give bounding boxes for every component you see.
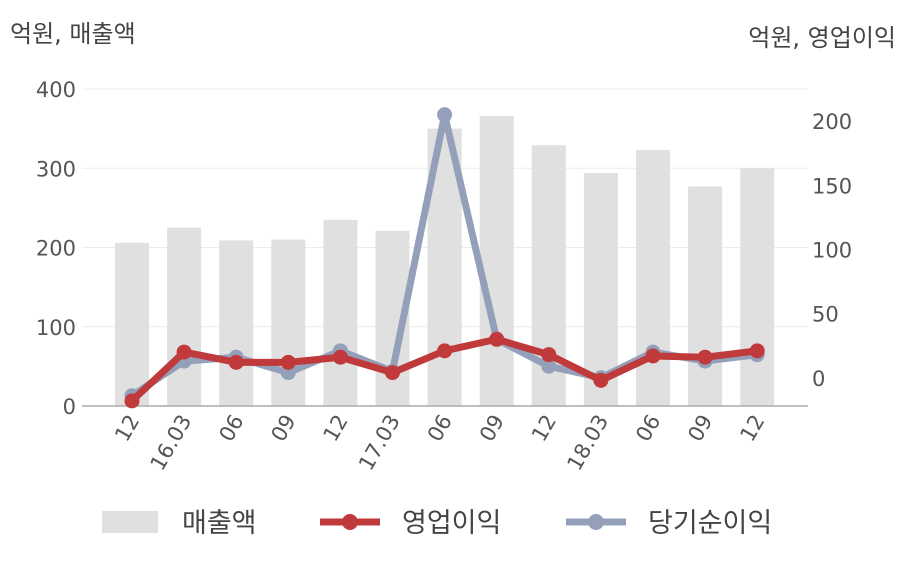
left-tick-label: 300 xyxy=(36,157,76,181)
legend-swatch-point xyxy=(342,514,358,530)
x-axis-ticks: 12 16.03 06 09 12 17.03 06 09 12 18.03 06 09 12 xyxy=(110,411,769,475)
legend-swatch-bar xyxy=(102,511,158,533)
data-point xyxy=(280,354,296,370)
data-point xyxy=(697,349,713,365)
x-tick-label: 06 xyxy=(214,411,248,446)
bar xyxy=(271,239,306,406)
bar-series xyxy=(115,115,775,406)
x-tick-label: 06 xyxy=(423,411,457,446)
bar xyxy=(688,186,723,406)
line-series xyxy=(124,107,765,409)
data-point xyxy=(645,348,661,364)
bar xyxy=(740,168,775,406)
right-axis-unit: 억원, 영업이익 xyxy=(748,24,896,52)
data-point xyxy=(541,358,557,374)
data-point xyxy=(332,349,348,365)
right-tick-label: 100 xyxy=(812,238,852,262)
bar xyxy=(167,227,202,406)
left-tick-label: 400 xyxy=(36,78,76,102)
x-tick-label: 12 xyxy=(319,411,353,446)
right-tick-label: 0 xyxy=(812,367,825,391)
bar xyxy=(323,219,358,406)
data-point xyxy=(176,344,192,360)
x-tick-label: 12 xyxy=(735,411,769,446)
left-axis-unit: 억원, 매출액 xyxy=(10,20,136,48)
x-tick-label: 06 xyxy=(631,411,665,446)
bar xyxy=(636,150,670,406)
data-point xyxy=(228,354,244,370)
right-axis-ticks: 0 50 100 150 200 xyxy=(812,110,852,391)
data-point xyxy=(593,372,609,388)
x-tick-label: 16.03 xyxy=(146,411,197,475)
data-point xyxy=(749,343,765,359)
x-tick-label: 17.03 xyxy=(354,411,405,475)
x-tick-label: 09 xyxy=(266,411,300,446)
x-tick-label: 12 xyxy=(527,411,561,446)
legend-label: 영업이익 xyxy=(402,508,501,539)
left-tick-label: 200 xyxy=(36,237,76,261)
data-point xyxy=(437,107,453,123)
x-tick-label: 12 xyxy=(110,411,144,446)
legend-label: 매출액 xyxy=(182,508,257,539)
bar xyxy=(479,115,514,406)
right-tick-label: 50 xyxy=(812,303,839,327)
data-point xyxy=(280,365,296,381)
bar xyxy=(115,242,149,406)
bar xyxy=(583,173,618,406)
data-point xyxy=(124,393,140,409)
x-tick-label: 09 xyxy=(683,411,717,446)
left-tick-label: 0 xyxy=(63,395,76,419)
left-axis-ticks: 0 100 200 300 400 xyxy=(36,78,76,419)
legend-label: 당기순이익 xyxy=(648,508,772,539)
data-point xyxy=(385,365,400,381)
data-point xyxy=(437,343,453,359)
left-tick-label: 100 xyxy=(36,316,76,340)
right-tick-label: 200 xyxy=(812,110,852,134)
x-tick-label: 18.03 xyxy=(562,411,613,475)
data-point xyxy=(489,331,505,347)
x-tick-label: 09 xyxy=(475,411,509,446)
legend: 매출액 영업이익 당기순이익 xyxy=(102,508,772,539)
legend-swatch-point xyxy=(588,514,604,530)
right-tick-label: 150 xyxy=(812,174,852,198)
bar xyxy=(219,240,254,406)
data-point xyxy=(541,347,557,363)
